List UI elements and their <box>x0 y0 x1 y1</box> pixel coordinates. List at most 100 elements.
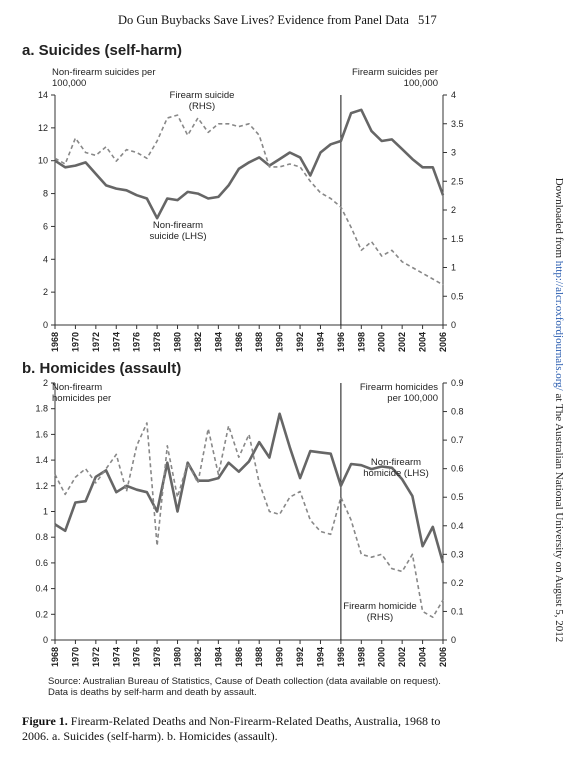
y-axis-label: Non-firearm homicides per <box>52 382 112 404</box>
y2-tick-label: 0.6 <box>451 464 464 474</box>
y-tick-label: 8 <box>43 189 48 199</box>
source-note: Source: Australian Bureau of Statistics,… <box>48 676 441 698</box>
x-tick-label: 1976 <box>132 332 142 352</box>
y-tick-label: 6 <box>43 221 48 231</box>
x-tick-label: 1998 <box>356 647 366 667</box>
x-tick-label: 1968 <box>50 332 60 352</box>
x-tick-label: 1988 <box>254 647 264 667</box>
x-tick-label: 1982 <box>193 647 203 667</box>
y2-tick-label: 2 <box>451 205 456 215</box>
y-tick-label: 0.6 <box>35 558 48 568</box>
y-tick-label: 10 <box>38 156 48 166</box>
x-tick-label: 1990 <box>275 332 285 352</box>
series-line <box>54 114 444 286</box>
side-note: Downloaded from http://alcr.oxfordjourna… <box>553 178 565 643</box>
y-tick-label: 1.8 <box>35 404 48 414</box>
y-tick-label: 2 <box>43 378 48 388</box>
series-line <box>54 108 445 220</box>
x-tick-label: 1974 <box>111 332 121 352</box>
x-tick-label: 2004 <box>418 332 428 352</box>
x-tick-label: 1990 <box>275 647 285 667</box>
y-tick-label: 0 <box>43 320 48 330</box>
y-tick-label: 1.6 <box>35 429 48 439</box>
y-tick-label: 0.2 <box>35 609 48 619</box>
x-tick-label: 1980 <box>173 332 183 352</box>
caption-label: Figure 1. <box>22 714 68 728</box>
y-tick-label: 14 <box>38 90 48 100</box>
x-tick-label: 1972 <box>91 647 101 667</box>
x-tick-label: 1988 <box>254 332 264 352</box>
y2-tick-label: 0.2 <box>451 578 464 588</box>
y2-tick-label: 0.7 <box>451 435 464 445</box>
y2-tick-label: 0.4 <box>451 521 464 531</box>
y2-tick-label: 2.5 <box>451 176 464 186</box>
y-axis-label: Non-firearm suicides per 100,000 <box>52 67 156 89</box>
y2-tick-label: 0.3 <box>451 549 464 559</box>
header-title: Do Gun Buybacks Save Lives? Evidence fro… <box>118 13 409 27</box>
side-note-link: http://alcr.oxfordjournals.org/ <box>553 261 565 392</box>
y2-tick-label: 0.8 <box>451 407 464 417</box>
y-tick-label: 0 <box>43 635 48 645</box>
y-tick-label: 1 <box>43 507 48 517</box>
y2-tick-label: 0 <box>451 635 456 645</box>
x-tick-label: 1994 <box>315 332 325 352</box>
series-label: Non-firearm homicide (LHS) <box>363 457 429 479</box>
series-label: Non-firearm suicide (LHS) <box>149 220 207 242</box>
x-tick-label: 2002 <box>397 332 407 352</box>
x-tick-label: 2004 <box>418 647 428 667</box>
y2-tick-label: 1 <box>451 263 456 273</box>
y2-tick-label: 0 <box>451 320 456 330</box>
x-tick-label: 2006 <box>438 647 448 667</box>
y-tick-label: 2 <box>43 287 48 297</box>
side-note-after: at The Australian National University on… <box>553 391 565 643</box>
panel-title: b. Homicides (assault) <box>22 360 182 377</box>
x-tick-label: 1978 <box>152 332 162 352</box>
x-tick-label: 1994 <box>315 647 325 667</box>
x-tick-label: 1984 <box>213 332 223 352</box>
page-number: 517 <box>418 13 437 27</box>
y2-axis-label: Firearm suicides per 100,000 <box>351 67 438 89</box>
panel-title: a. Suicides (self-harm) <box>22 42 183 59</box>
caption-text: Firearm-Related Deaths and Non-Firearm-R… <box>22 714 441 743</box>
y2-tick-label: 4 <box>451 90 456 100</box>
y2-tick-label: 0.9 <box>451 378 464 388</box>
y2-tick-label: 1.5 <box>451 234 464 244</box>
x-tick-label: 2006 <box>438 332 448 352</box>
y-tick-label: 0.4 <box>35 584 48 594</box>
x-tick-label: 1968 <box>50 647 60 667</box>
caption: Figure 1. Firearm-Related Deaths and Non… <box>22 714 462 744</box>
x-tick-label: 2000 <box>377 647 387 667</box>
y2-tick-label: 0.5 <box>451 492 464 502</box>
x-tick-label: 1996 <box>336 647 346 667</box>
x-tick-label: 1984 <box>213 647 223 667</box>
x-tick-label: 1980 <box>173 647 183 667</box>
x-tick-label: 2002 <box>397 647 407 667</box>
y2-axis-label: Firearm homicides per 100,000 <box>359 382 438 404</box>
x-tick-label: 2000 <box>377 332 387 352</box>
running-header: Do Gun Buybacks Save Lives? Evidence fro… <box>118 13 437 28</box>
series-label: Firearm suicide (RHS) <box>169 90 235 112</box>
y-tick-label: 0.8 <box>35 532 48 542</box>
x-tick-label: 1972 <box>91 332 101 352</box>
x-tick-label: 1992 <box>295 332 305 352</box>
x-tick-label: 1978 <box>152 647 162 667</box>
x-tick-label: 1974 <box>111 647 121 667</box>
y-tick-label: 1.2 <box>35 481 48 491</box>
y2-tick-label: 3 <box>451 148 456 158</box>
series-line <box>54 412 445 564</box>
y-tick-label: 1.4 <box>35 455 48 465</box>
y2-tick-label: 3.5 <box>451 119 464 129</box>
x-tick-label: 1998 <box>356 332 366 352</box>
x-tick-label: 1996 <box>336 332 346 352</box>
x-tick-label: 1976 <box>132 647 142 667</box>
series-line <box>54 422 444 618</box>
y2-tick-label: 0.1 <box>451 606 464 616</box>
x-tick-label: 1982 <box>193 332 203 352</box>
side-note-before: Downloaded from <box>553 178 565 261</box>
x-tick-label: 1970 <box>70 332 80 352</box>
x-tick-label: 1992 <box>295 647 305 667</box>
x-tick-label: 1986 <box>234 332 244 352</box>
x-tick-label: 1970 <box>70 647 80 667</box>
y-tick-label: 12 <box>38 123 48 133</box>
